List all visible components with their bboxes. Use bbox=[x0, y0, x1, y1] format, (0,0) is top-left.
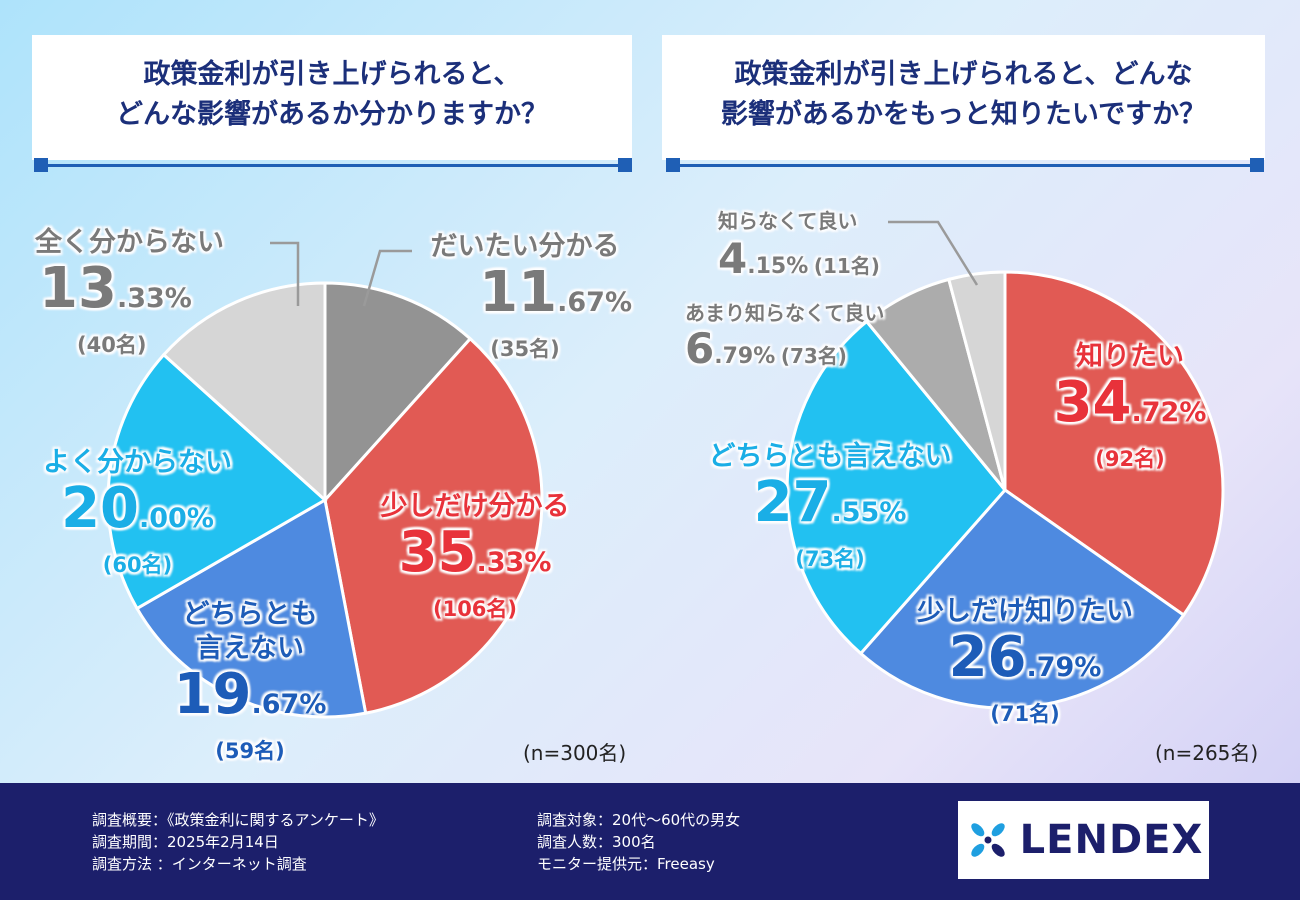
footer-survey-count: 調査人数：300名 bbox=[537, 833, 656, 851]
lendex-mark-icon bbox=[970, 823, 1005, 857]
left-label-yoku-int: 20 bbox=[61, 476, 140, 541]
right-pie-slice-1 bbox=[858, 488, 1186, 710]
footer-survey-name: 調査概要：《政策金利に関するアンケート》 bbox=[92, 811, 384, 829]
pie-charts-canvas bbox=[106, 270, 1225, 719]
right-label-shiranakute-count: (11名) bbox=[813, 254, 880, 278]
right-label-amari: あまり知らなくて良い 6.79% (73名) bbox=[685, 300, 925, 381]
left-pie-slice-2 bbox=[135, 497, 368, 719]
left-label-yoku: よく分からない 20.00% (60名) bbox=[25, 446, 250, 579]
left-label-sukoshi: 少しだけ分かる 35.33% (106名) bbox=[360, 490, 590, 623]
left-label-mattaku-dec: .33% bbox=[116, 283, 192, 314]
footer: 調査概要：《政策金利に関するアンケート》 調査期間：2025年2月14日 調査方… bbox=[0, 783, 1300, 900]
left-label-mattaku-count: (40名) bbox=[77, 333, 147, 357]
left-title-rule bbox=[34, 158, 632, 172]
left-pie-slice-0 bbox=[323, 281, 473, 504]
right-title-line2: 影響があるかをもっと知りたいですか？ bbox=[720, 98, 1207, 130]
left-pie-slice-1 bbox=[323, 336, 544, 715]
right-pie-slice-4 bbox=[946, 270, 1007, 491]
lendex-petal bbox=[991, 843, 1005, 857]
footer-survey-date: 調査期間：2025年2月14日 bbox=[92, 833, 279, 851]
right-label-dochira-count: (73名) bbox=[795, 547, 865, 571]
left-label-sukoshi-int: 35 bbox=[398, 520, 477, 585]
right-pie-slice-2 bbox=[785, 319, 1007, 656]
right-label-shiranakute-dec: .15% bbox=[747, 254, 809, 279]
right-label-dochira-int: 27 bbox=[753, 470, 832, 535]
right-label-amari-dec: .79% bbox=[714, 344, 776, 369]
lendex-petal bbox=[970, 823, 984, 837]
right-label-sukoshi-dec: .79% bbox=[1026, 652, 1102, 683]
right-label-amari-name: あまり知らなくて良い bbox=[685, 301, 885, 325]
lendex-petal bbox=[991, 823, 1005, 837]
right-label-amari-count: (73名) bbox=[780, 344, 847, 368]
left-label-daitai-dec: .67% bbox=[557, 287, 632, 318]
left-label-dochira-count: (59名) bbox=[215, 739, 285, 763]
lendex-petal bbox=[970, 843, 984, 857]
lendex-logo: LENDEX bbox=[958, 801, 1209, 879]
footer-col2: 調査対象：20代〜60代の男女 調査人数：300名 モニター提供元：Freeas… bbox=[537, 809, 740, 875]
left-label-sukoshi-count: (106名) bbox=[432, 597, 518, 621]
right-label-dochira: どちらとも言えない 27.55% (73名) bbox=[690, 440, 970, 573]
left-label-dochira-dec: .67% bbox=[251, 689, 327, 720]
left-label-yoku-name: よく分からない bbox=[43, 447, 232, 478]
right-label-shiritai-dec: .72% bbox=[1131, 397, 1207, 428]
right-label-shiritai: 知りたい 34.72% (92名) bbox=[1025, 340, 1235, 473]
right-label-shiritai-count: (92名) bbox=[1095, 447, 1165, 471]
right-label-shiranakute: 知らなくて良い 4.15% (11名) bbox=[718, 208, 938, 293]
lendex-center-dot bbox=[984, 836, 992, 844]
footer-survey-provider: モニター提供元：Freeasy bbox=[537, 855, 715, 873]
left-label-dochira-name2: 言えない bbox=[196, 633, 304, 664]
left-n-label: (n=300名) bbox=[523, 741, 627, 765]
right-label-sukoshi-count: (71名) bbox=[990, 702, 1060, 726]
right-title-box: 政策金利が引き上げられると、どんな 影響があるかをもっと知りたいですか？ bbox=[662, 35, 1265, 160]
right-label-sukoshi: 少しだけ知りたい 26.79% (71名) bbox=[895, 595, 1155, 728]
left-label-yoku-count: (60名) bbox=[102, 553, 173, 577]
right-pie-slice-0 bbox=[1003, 270, 1225, 618]
left-pie-slice-3 bbox=[106, 352, 328, 611]
right-label-dochira-dec: .55% bbox=[831, 497, 907, 528]
right-title-rule bbox=[666, 158, 1264, 172]
left-label-sukoshi-name: 少しだけ分かる bbox=[380, 491, 570, 522]
right-label-dochira-name: どちらとも言えない bbox=[708, 441, 952, 472]
right-label-shiritai-name: 知りたい bbox=[1076, 341, 1184, 372]
right-label-amari-int: 6 bbox=[685, 324, 715, 373]
footer-col1: 調査概要：《政策金利に関するアンケート》 調査期間：2025年2月14日 調査方… bbox=[92, 809, 384, 875]
right-n-label: (n=265名) bbox=[1155, 741, 1259, 765]
lendex-logo-text: LENDEX bbox=[1019, 817, 1204, 863]
right-label-shiranakute-int: 4 bbox=[718, 234, 748, 283]
left-label-mattaku-int: 13 bbox=[39, 256, 117, 321]
left-label-sukoshi-dec: .33% bbox=[476, 547, 552, 578]
left-label-dochira: どちらとも 言えない 19.67% (59名) bbox=[145, 598, 355, 765]
left-label-daitai-int: 11 bbox=[479, 260, 558, 325]
left-label-yoku-dec: .00% bbox=[139, 503, 214, 534]
right-label-sukoshi-int: 26 bbox=[948, 625, 1027, 690]
left-label-dochira-int: 19 bbox=[173, 662, 252, 727]
left-title-line2: どんな影響があるか分かりますか？ bbox=[116, 98, 548, 130]
left-label-daitai: だいたい分かる 11.67% (35名) bbox=[410, 230, 640, 363]
left-label-mattaku-name: 全く分からない bbox=[35, 227, 224, 258]
left-title-line1: 政策金利が引き上げられると、 bbox=[143, 58, 521, 90]
right-label-shiranakute-name: 知らなくて良い bbox=[718, 209, 858, 233]
left-label-daitai-name: だいたい分かる bbox=[430, 231, 620, 262]
left-pie-slice-4 bbox=[161, 281, 327, 504]
footer-survey-method: 調査方法 ：インターネット調査 bbox=[92, 855, 307, 873]
left-title-box: 政策金利が引き上げられると、 どんな影響があるか分かりますか？ bbox=[32, 35, 632, 160]
footer-survey-target: 調査対象：20代〜60代の男女 bbox=[537, 811, 741, 829]
right-label-shiritai-int: 34 bbox=[1053, 370, 1132, 435]
left-label-daitai-count: (35名) bbox=[490, 337, 560, 361]
left-label-dochira-name1: どちらとも bbox=[182, 599, 318, 630]
right-title-line1: 政策金利が引き上げられると、どんな bbox=[734, 58, 1193, 90]
right-label-sukoshi-name: 少しだけ知りたい bbox=[917, 596, 1133, 627]
left-label-mattaku: 全く分からない 13.33% (40名) bbox=[35, 226, 265, 359]
leader-lines bbox=[270, 220, 979, 307]
